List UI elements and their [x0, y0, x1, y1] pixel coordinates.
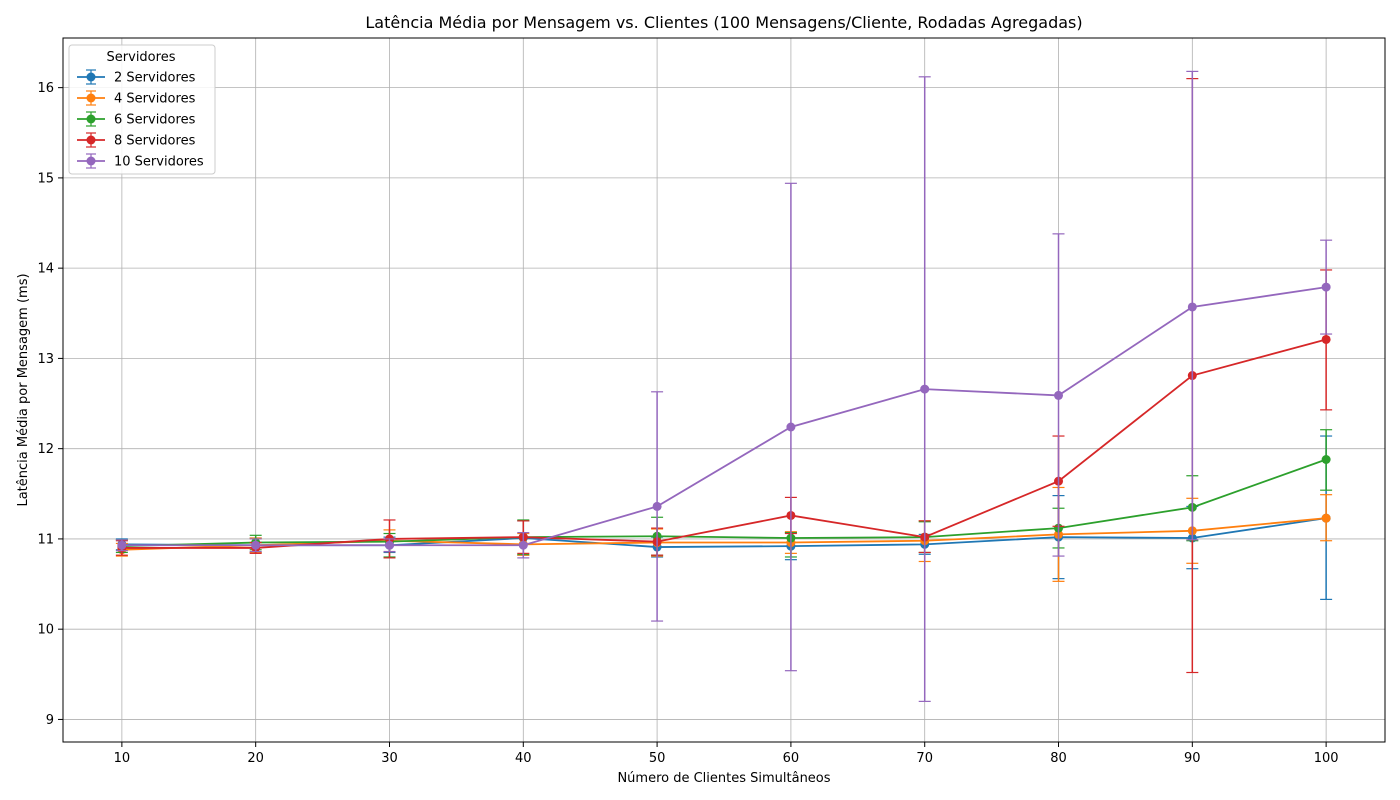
data-point — [652, 501, 662, 511]
legend-entry: 6 Servidores — [77, 111, 196, 128]
data-point — [1321, 334, 1331, 344]
series-line — [121, 338, 1327, 549]
x-tick-label: 60 — [783, 751, 800, 766]
data-point — [1321, 454, 1331, 464]
data-point — [1321, 513, 1331, 523]
x-tick-label: 100 — [1314, 751, 1339, 766]
y-tick-label: 13 — [37, 352, 54, 367]
data-point — [1187, 302, 1197, 312]
legend-label: 4 Servidores — [114, 92, 196, 107]
data-point — [920, 384, 930, 394]
legend-swatch-marker — [86, 114, 96, 124]
y-tick-label: 16 — [37, 81, 54, 96]
x-tick-label: 70 — [916, 751, 933, 766]
x-tick-label: 80 — [1050, 751, 1067, 766]
series-line — [121, 458, 1327, 548]
x-tick-label: 30 — [381, 751, 398, 766]
legend-swatch-marker — [86, 135, 96, 145]
x-tick-label: 20 — [247, 751, 264, 766]
data-point — [117, 540, 127, 550]
legend-title: Servidores — [107, 50, 176, 65]
x-tick-label: 40 — [515, 751, 532, 766]
y-tick-label: 11 — [37, 532, 54, 547]
legend-entry: 4 Servidores — [77, 90, 196, 107]
legend-label: 6 Servidores — [114, 113, 196, 128]
x-tick-label: 90 — [1184, 751, 1201, 766]
legend-label: 2 Servidores — [114, 71, 196, 86]
data-point — [1321, 282, 1331, 292]
legend-entry: 8 Servidores — [77, 132, 196, 149]
legend-entry: 2 Servidores — [77, 69, 196, 86]
chart-title: Latência Média por Mensagem vs. Clientes… — [365, 13, 1082, 32]
legend-label: 8 Servidores — [114, 134, 196, 149]
y-tick-label: 12 — [37, 442, 54, 457]
data-point — [1054, 390, 1064, 400]
series-line — [121, 286, 1327, 547]
legend-swatch-marker — [86, 72, 96, 82]
x-tick-label: 10 — [114, 751, 131, 766]
data-point — [518, 540, 528, 550]
plot-frame — [62, 37, 1386, 743]
legend-entry: 10 Servidores — [77, 153, 204, 170]
y-tick-label: 15 — [37, 171, 54, 186]
legend-swatch-marker — [86, 93, 96, 103]
data-point — [786, 422, 796, 432]
series-5 — [115, 70, 1333, 702]
axes: 10 20 30 40 50 60 70 80 90 100 9 10 11 12 13 14 15 16 — [37, 37, 1386, 766]
data-point — [251, 540, 261, 550]
y-axis-title: Latência Média por Mensagem (ms) — [16, 273, 31, 506]
x-tick-label: 50 — [649, 751, 666, 766]
legend-label: 10 Servidores — [114, 155, 204, 170]
y-tick-label: 14 — [37, 262, 54, 277]
x-axis-title: Número de Clientes Simultâneos — [617, 771, 830, 786]
legend: Servidores 2 Servidores 4 Servidores 6 Serv… — [68, 44, 216, 175]
data-point — [384, 540, 394, 550]
y-tick-label: 10 — [37, 623, 54, 638]
series-group — [115, 70, 1333, 702]
legend-swatch-marker — [86, 156, 96, 166]
legend-box — [68, 44, 216, 175]
y-tick-label: 9 — [46, 713, 54, 728]
